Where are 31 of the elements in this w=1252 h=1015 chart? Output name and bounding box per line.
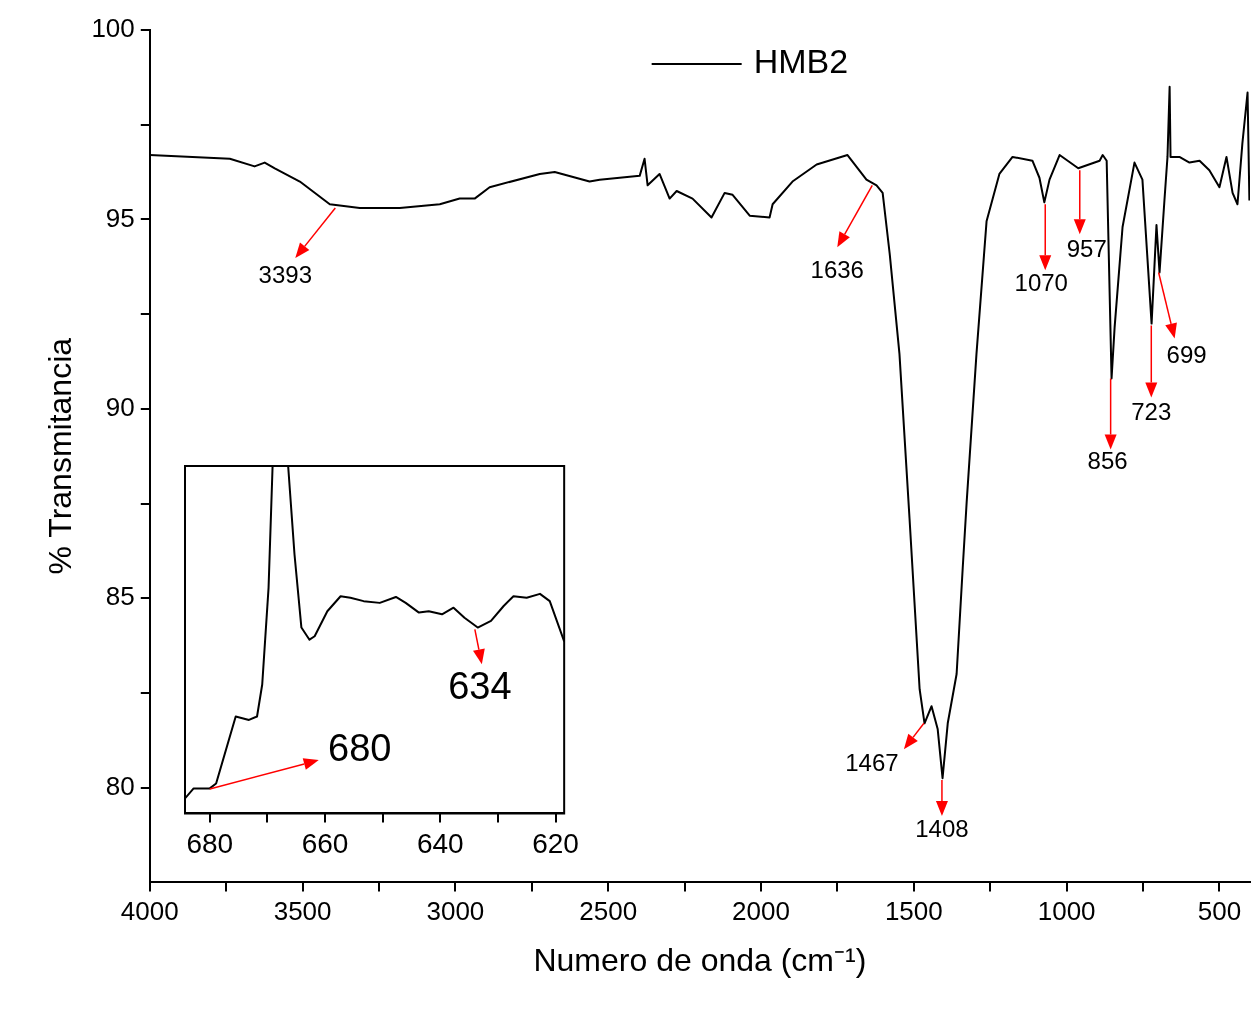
x-tick-label: 680 <box>186 827 234 859</box>
x-tick-label: 4000 <box>120 896 179 927</box>
annotation: 680 <box>328 726 392 769</box>
x-axis-title: Numero de onda (cm⁻¹) <box>533 941 867 978</box>
annotation: 1467 <box>845 748 899 776</box>
legend-label: HMB2 <box>753 42 849 81</box>
y-axis-title: % Transmitancia <box>42 337 79 575</box>
x-tick-label: 2000 <box>732 896 790 927</box>
annotation: 1636 <box>810 255 864 283</box>
x-tick-label: 2500 <box>579 896 638 927</box>
annotation: 723 <box>1131 398 1172 426</box>
y-tick-label: 100 <box>91 13 135 44</box>
annotation: 957 <box>1066 234 1107 262</box>
y-tick-label: 90 <box>105 392 135 423</box>
x-tick-label: 3500 <box>273 896 332 927</box>
annotation: 3393 <box>258 260 312 288</box>
y-tick-label: 95 <box>105 202 135 233</box>
x-tick-label: 3000 <box>426 896 485 927</box>
x-tick-label: 660 <box>301 827 349 859</box>
y-tick-label: 80 <box>105 770 135 801</box>
x-tick-label: 1000 <box>1037 896 1096 927</box>
x-tick-label: 640 <box>416 827 464 859</box>
x-tick-label: 1500 <box>884 896 943 927</box>
y-tick-label: 85 <box>105 581 135 612</box>
annotation: 699 <box>1166 341 1207 369</box>
annotation: 634 <box>448 664 512 707</box>
x-tick-label: 620 <box>532 827 579 859</box>
annotation: 1070 <box>1014 268 1068 296</box>
annotation: 1408 <box>915 814 969 842</box>
annotation: 856 <box>1087 447 1128 475</box>
x-tick-label: 500 <box>1197 896 1242 927</box>
